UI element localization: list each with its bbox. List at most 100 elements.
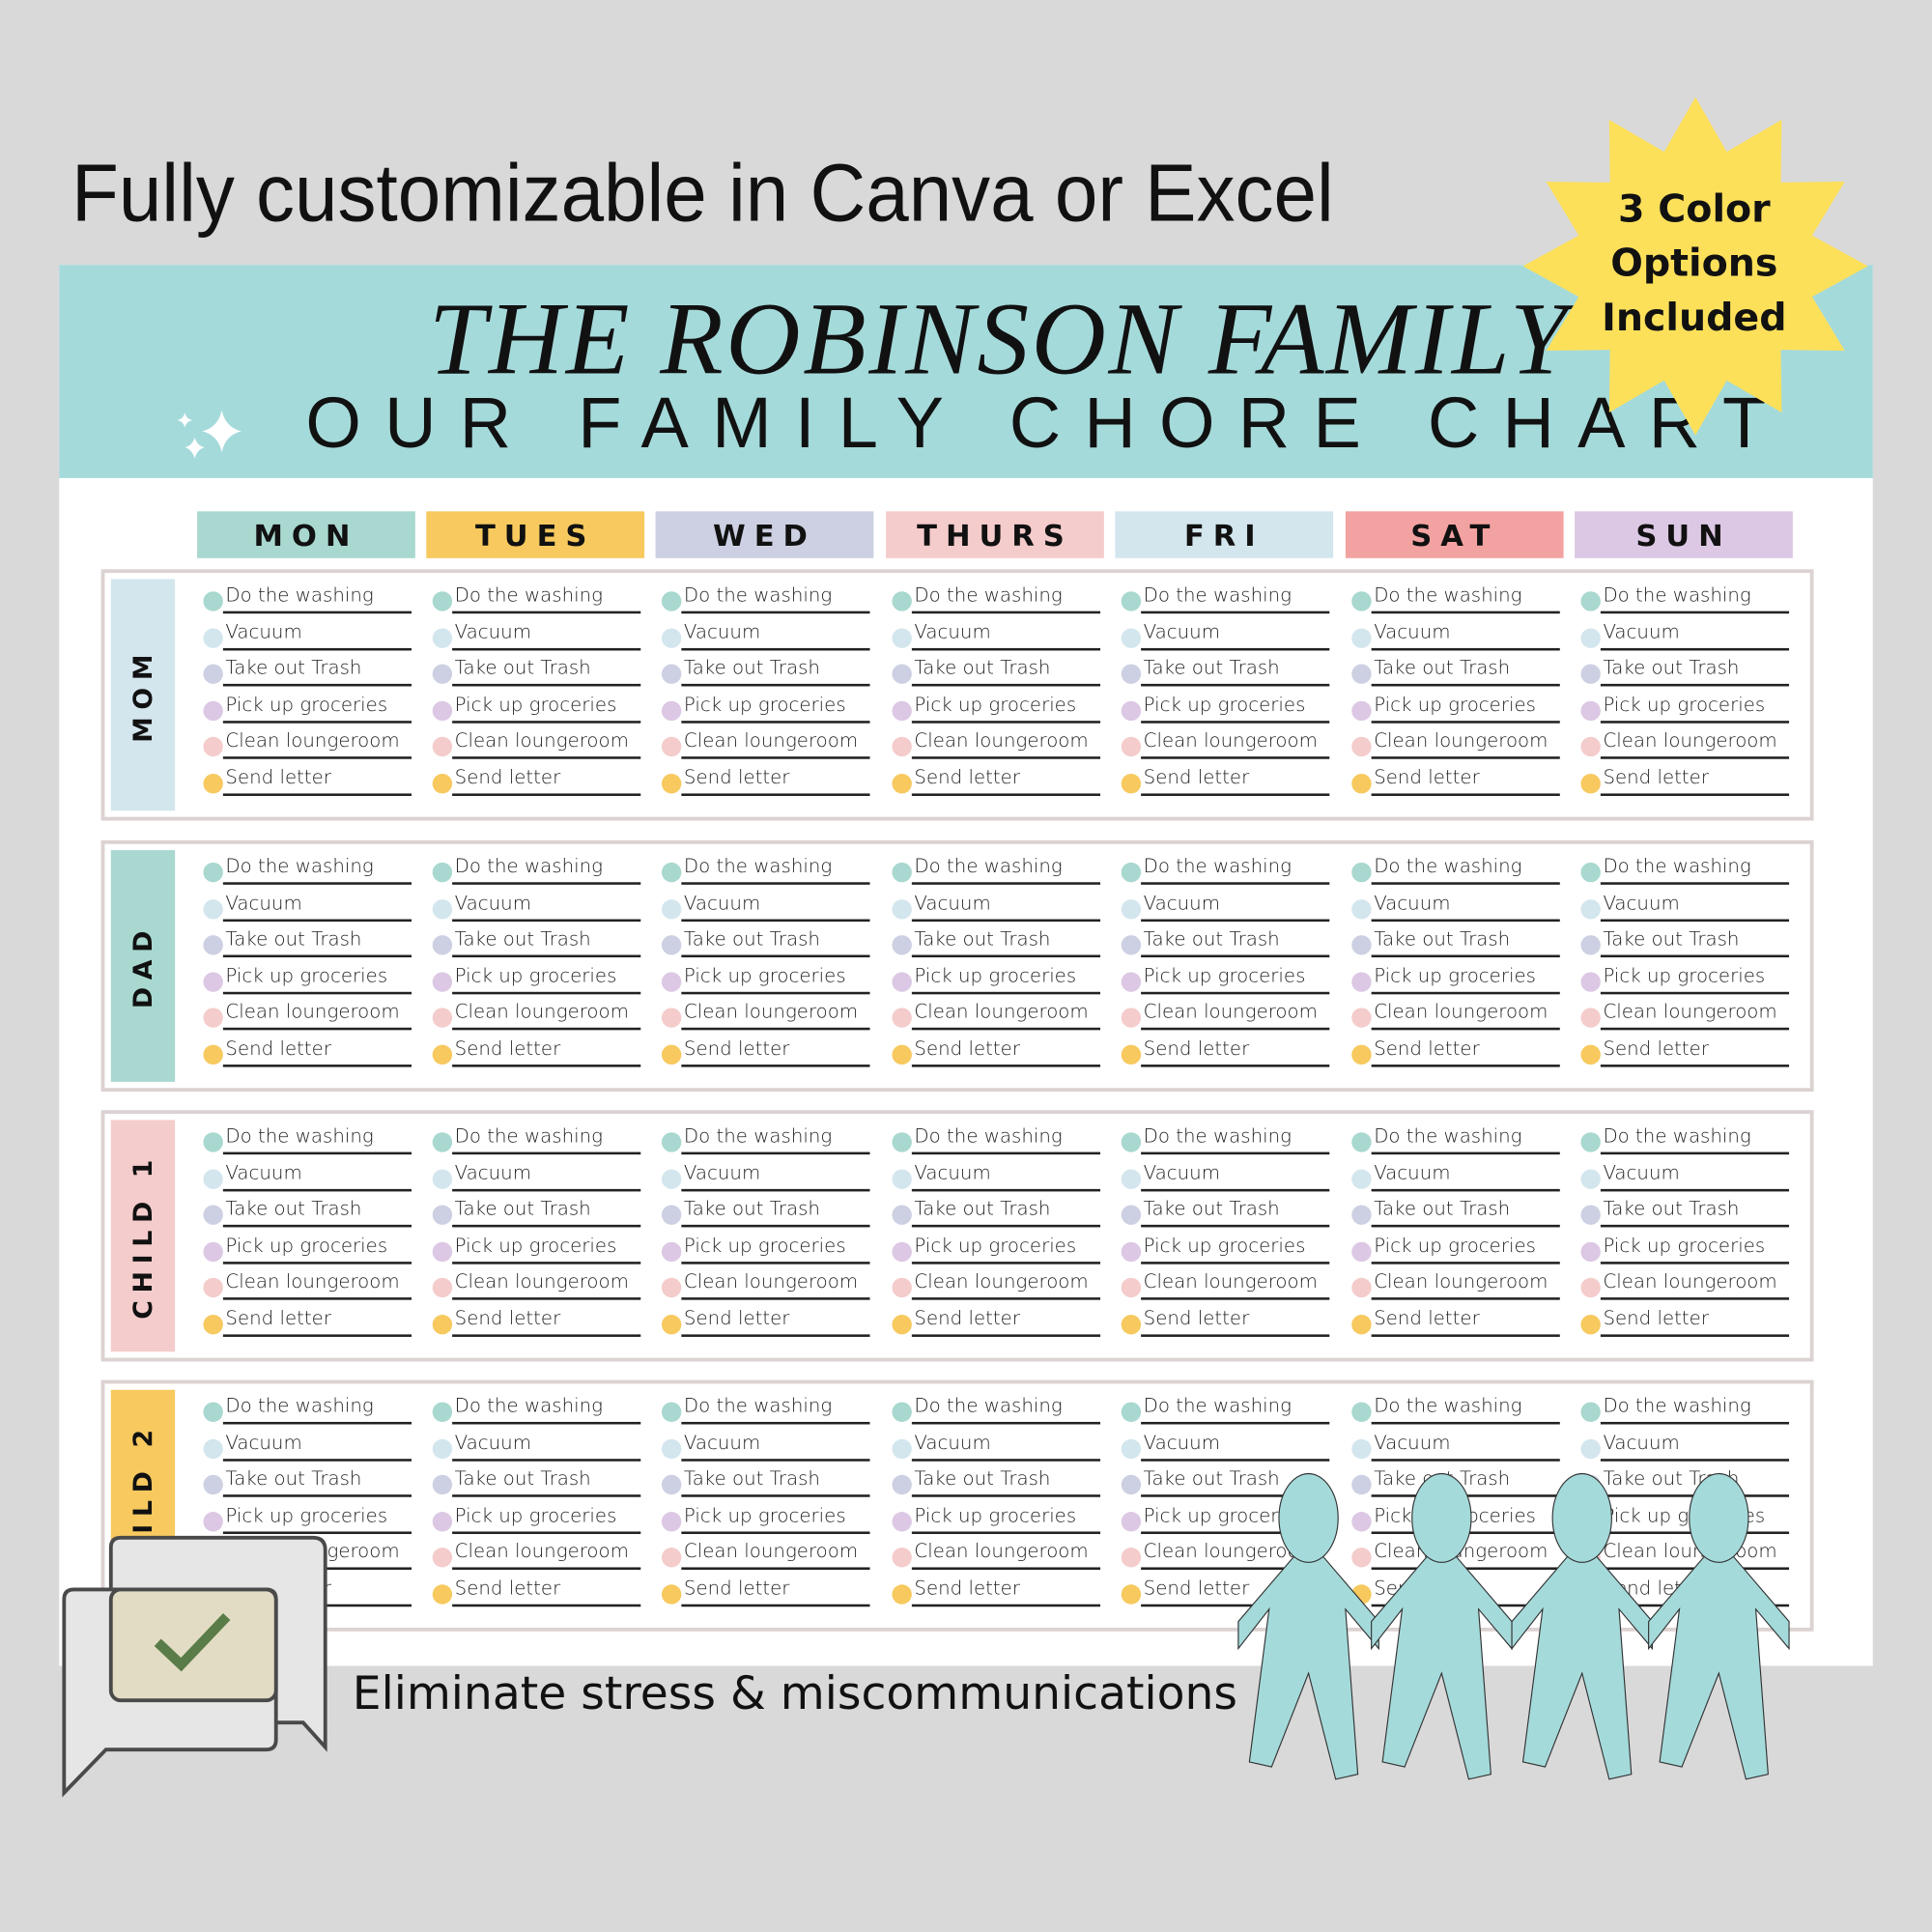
chore-item[interactable]: Pick up groceries [889,1500,1101,1534]
chore-item[interactable]: Clean loungeroom [1348,725,1560,759]
chore-item[interactable]: Vacuum [429,1428,641,1462]
chore-item[interactable]: Vacuum [1348,888,1560,922]
chore-item[interactable]: Pick up groceries [1118,1500,1330,1534]
chore-item[interactable]: Pick up groceries [1118,1231,1330,1264]
chore-item[interactable]: Pick up groceries [1348,960,1560,994]
chore-item[interactable]: Pick up groceries [658,1231,870,1264]
chore-item[interactable]: Vacuum [429,1157,641,1191]
chore-item[interactable]: Clean loungeroom [1118,1266,1330,1300]
chore-item[interactable]: Do the washing [889,1122,1101,1155]
chore-item[interactable]: Clean loungeroom [658,725,870,759]
chore-item[interactable]: Do the washing [1348,1122,1560,1155]
chore-item[interactable]: Vacuum [889,1157,1101,1191]
chore-item[interactable]: Send letter [1577,1303,1790,1337]
chore-item[interactable]: Take out Trash [889,1463,1101,1497]
chore-item[interactable]: Do the washing [1348,851,1560,885]
chore-item[interactable]: Do the washing [1348,581,1560,614]
chore-item[interactable]: Send letter [889,1303,1101,1337]
chore-item[interactable]: Do the washing [1348,1391,1560,1425]
chore-item[interactable]: Clean loungeroom [1118,725,1330,759]
chore-item[interactable]: Vacuum [658,1157,870,1191]
chore-item[interactable]: Send letter [429,1034,641,1066]
chore-item[interactable]: Take out Trash [889,924,1101,958]
chore-item[interactable]: Send letter [200,1034,412,1066]
chore-item[interactable]: Pick up groceries [1577,1231,1790,1264]
chore-item[interactable]: Send letter [1348,1303,1560,1337]
chore-item[interactable]: Vacuum [658,888,870,922]
chore-item[interactable]: Do the washing [889,851,1101,885]
chore-item[interactable]: Pick up groceries [429,690,641,724]
chore-item[interactable]: Send letter [658,1573,870,1606]
chore-item[interactable]: Pick up groceries [200,690,412,724]
chore-item[interactable]: Vacuum [658,1428,870,1462]
chore-item[interactable]: Take out Trash [658,924,870,958]
chore-item[interactable]: Send letter [658,1303,870,1337]
chore-item[interactable]: Vacuum [1577,1428,1790,1462]
chore-item[interactable]: Vacuum [658,616,870,650]
chore-item[interactable]: Vacuum [1348,616,1560,650]
chore-item[interactable]: Vacuum [200,616,412,650]
chore-item[interactable]: Clean loungeroom [200,1266,412,1300]
chore-item[interactable]: Send letter [1118,1034,1330,1066]
chore-item[interactable]: Do the washing [1118,1391,1330,1425]
chore-item[interactable]: Send letter [1577,762,1790,796]
chore-item[interactable]: Pick up groceries [1348,690,1560,724]
chore-item[interactable]: Take out Trash [200,1463,412,1497]
chore-item[interactable]: Take out Trash [429,1194,641,1228]
chore-item[interactable]: Vacuum [1577,888,1790,922]
chore-item[interactable]: Vacuum [200,1428,412,1462]
chore-item[interactable]: Vacuum [429,888,641,922]
chore-item[interactable]: Do the washing [429,851,641,885]
chore-item[interactable]: Pick up groceries [429,960,641,994]
chore-item[interactable]: Send letter [1348,1034,1560,1066]
chore-item[interactable]: Take out Trash [889,1194,1101,1228]
chore-item[interactable]: Do the washing [429,581,641,614]
chore-item[interactable]: Take out Trash [1348,653,1560,687]
chore-item[interactable]: Take out Trash [1348,1194,1560,1228]
chore-item[interactable]: Clean loungeroom [1577,725,1790,759]
chore-item[interactable]: Take out Trash [1118,1463,1330,1497]
chore-item[interactable]: Take out Trash [1577,924,1790,958]
chore-item[interactable]: Do the washing [658,581,870,614]
chore-item[interactable]: Take out Trash [889,653,1101,687]
chore-item[interactable]: Clean loungeroom [889,1266,1101,1300]
chore-item[interactable]: Vacuum [1118,888,1330,922]
chore-item[interactable]: Clean loungeroom [658,1537,870,1570]
chore-item[interactable]: Pick up groceries [1348,1231,1560,1264]
chore-item[interactable]: Take out Trash [658,1194,870,1228]
chore-item[interactable]: Do the washing [1577,1122,1790,1155]
chore-item[interactable]: Send letter [658,762,870,796]
chore-item[interactable]: Send letter [429,1573,641,1606]
chore-item[interactable]: Pick up groceries [1577,690,1790,724]
chore-item[interactable]: Do the washing [1118,851,1330,885]
chore-item[interactable]: Clean loungeroom [200,997,412,1031]
chore-item[interactable]: Do the washing [658,851,870,885]
chore-item[interactable]: Send letter [658,1034,870,1066]
chore-item[interactable]: Vacuum [1577,1157,1790,1191]
chore-item[interactable]: Clean loungeroom [429,725,641,759]
chore-item[interactable]: Pick up groceries [1118,690,1330,724]
chore-item[interactable]: Do the washing [1118,581,1330,614]
chore-item[interactable]: Take out Trash [658,1463,870,1497]
chore-item[interactable]: Clean loungeroom [1348,997,1560,1031]
chore-item[interactable]: Send letter [429,762,641,796]
chore-item[interactable]: Clean loungeroom [889,725,1101,759]
chore-item[interactable]: Take out Trash [658,653,870,687]
chore-item[interactable]: Pick up groceries [889,690,1101,724]
chore-item[interactable]: Pick up groceries [1118,960,1330,994]
chore-item[interactable]: Send letter [1118,762,1330,796]
chore-item[interactable]: Pick up groceries [889,960,1101,994]
chore-item[interactable]: Clean loungeroom [1348,1266,1560,1300]
chore-item[interactable]: Clean loungeroom [658,1266,870,1300]
chore-item[interactable]: Send letter [1118,1573,1330,1606]
chore-item[interactable]: Do the washing [1577,851,1790,885]
chore-item[interactable]: Pick up groceries [889,1231,1101,1264]
chore-item[interactable]: Take out Trash [1118,924,1330,958]
chore-item[interactable]: Do the washing [429,1391,641,1425]
chore-item[interactable]: Send letter [1118,1303,1330,1337]
chore-item[interactable]: Take out Trash [429,1463,641,1497]
chore-item[interactable]: Take out Trash [200,924,412,958]
chore-item[interactable]: Take out Trash [1577,1194,1790,1228]
chore-item[interactable]: Clean loungeroom [200,725,412,759]
chore-item[interactable]: Do the washing [200,851,412,885]
